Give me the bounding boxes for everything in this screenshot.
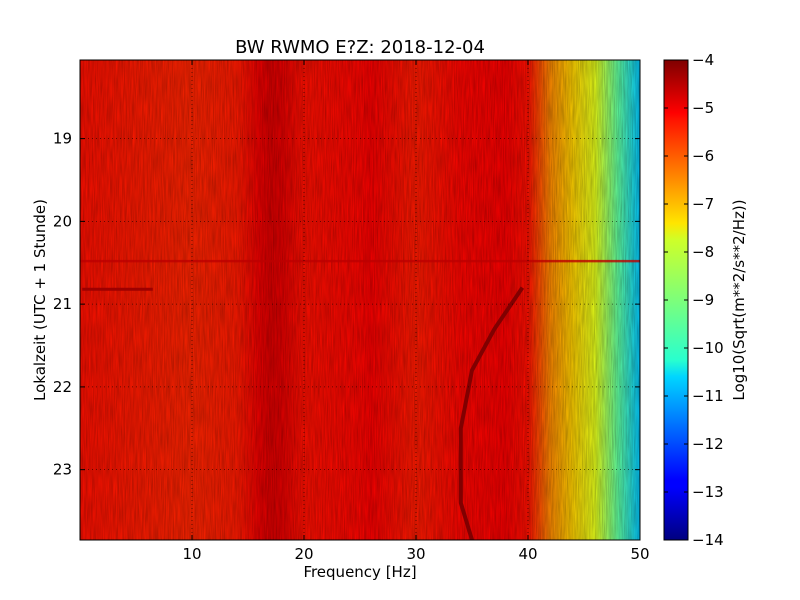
y-tick-label: 21 [53, 295, 72, 313]
spectrogram-noise-texture [80, 60, 640, 540]
colorbar: −4 −5 −6 −7 −8 −9 −10 −11 −12 −13 −14 [663, 51, 724, 549]
colorbar-tick-label: −9 [692, 291, 714, 309]
y-axis-ticks: 19 20 21 22 23 [53, 130, 640, 479]
colorbar-tick-label: −14 [692, 531, 724, 549]
x-tick-label: 20 [294, 545, 313, 563]
y-axis-label: Lokalzeit (UTC + 1 Stunde) [31, 199, 49, 401]
x-tick-label: 50 [630, 545, 649, 563]
colorbar-tick-label: −11 [692, 387, 724, 405]
colorbar-tick-label: −12 [692, 435, 724, 453]
colorbar-tick-label: −5 [692, 99, 714, 117]
feature-gliding-tone [458, 286, 525, 540]
chart-title: BW RWMO E?Z: 2018-12-04 [235, 37, 485, 58]
x-axis-label: Frequency [Hz] [303, 563, 416, 581]
y-tick-label: 20 [53, 212, 72, 230]
colorbar-tick-label: −4 [692, 51, 714, 69]
x-axis-ticks: 10 20 30 40 50 [182, 60, 650, 563]
y-tick-label: 22 [53, 378, 72, 396]
colorbar-ticks: −4 −5 −6 −7 −8 −9 −10 −11 −12 −13 −14 [664, 51, 724, 549]
x-tick-label: 10 [182, 545, 201, 563]
colorbar-tick-label: −10 [692, 339, 724, 357]
colorbar-tick-label: −13 [692, 483, 724, 501]
colorbar-label: Log10(Sqrt(m**2/s**2/Hz)) [730, 199, 748, 400]
spectrogram-plot-area: 10 20 30 40 50 19 20 21 22 23 [53, 59, 650, 563]
colorbar-tick-label: −7 [692, 195, 714, 213]
y-tick-label: 19 [53, 130, 72, 148]
spectrogram-features [80, 259, 640, 540]
x-tick-label: 40 [518, 545, 537, 563]
grid-lines [80, 60, 640, 540]
colorbar-tick-label: −8 [692, 243, 714, 261]
y-tick-label: 23 [53, 461, 72, 479]
x-tick-label: 30 [406, 545, 425, 563]
colorbar-tick-label: −6 [692, 147, 714, 165]
plot-frame [79, 59, 641, 541]
